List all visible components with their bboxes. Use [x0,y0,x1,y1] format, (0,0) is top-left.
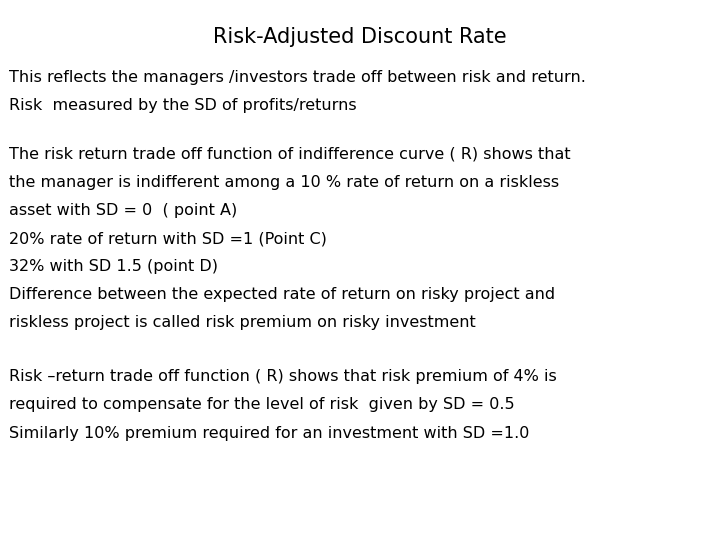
Text: required to compensate for the level of risk  given by SD = 0.5: required to compensate for the level of … [9,397,514,413]
Text: 20% rate of return with SD =1 (Point C): 20% rate of return with SD =1 (Point C) [9,231,326,246]
Text: Risk –return trade off function ( R) shows that risk premium of 4% is: Risk –return trade off function ( R) sho… [9,369,557,384]
Text: the manager is indifferent among a 10 % rate of return on a riskless: the manager is indifferent among a 10 % … [9,175,559,190]
Text: Risk  measured by the SD of profits/returns: Risk measured by the SD of profits/retur… [9,98,356,113]
Text: This reflects the managers /investors trade off between risk and return.: This reflects the managers /investors tr… [9,70,585,85]
Text: The risk return trade off function of indifference curve ( R) shows that: The risk return trade off function of in… [9,147,570,162]
Text: 32% with SD 1.5 (point D): 32% with SD 1.5 (point D) [9,259,217,274]
Text: Difference between the expected rate of return on risky project and: Difference between the expected rate of … [9,287,555,302]
Text: asset with SD = 0  ( point A): asset with SD = 0 ( point A) [9,203,237,218]
Text: Similarly 10% premium required for an investment with SD =1.0: Similarly 10% premium required for an in… [9,426,529,441]
Text: Risk-Adjusted Discount Rate: Risk-Adjusted Discount Rate [213,27,507,47]
Text: riskless project is called risk premium on risky investment: riskless project is called risk premium … [9,315,475,330]
